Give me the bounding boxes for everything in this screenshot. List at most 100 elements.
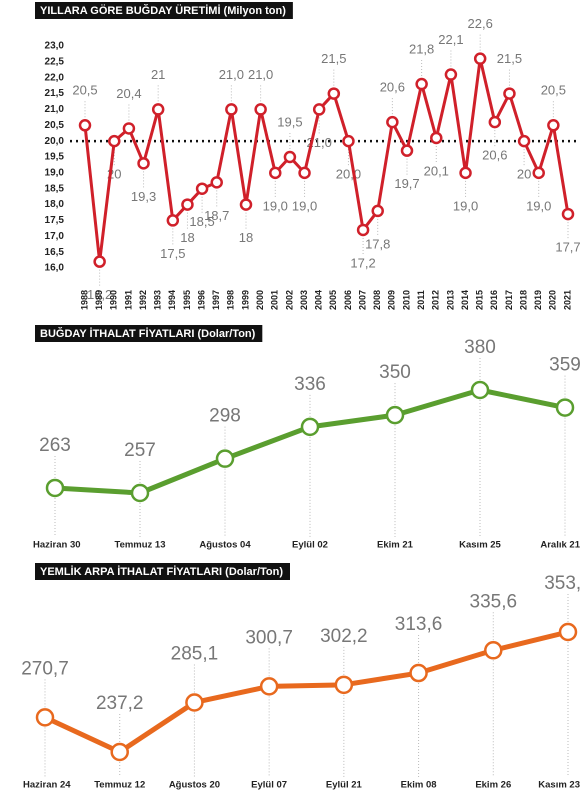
point	[444, 68, 458, 81]
value-label: 21,8	[409, 41, 434, 56]
point	[185, 693, 204, 712]
point	[298, 166, 311, 180]
y-tick-label: 22,0	[45, 72, 65, 83]
x-tick-label: 2002	[284, 290, 294, 310]
value-label: 20,6	[482, 148, 507, 163]
value-label: 19,0	[526, 198, 551, 213]
x-tick-label: 2009	[387, 290, 397, 310]
point	[225, 103, 238, 116]
value-label: 263	[39, 435, 71, 456]
x-tick-label: 2006	[343, 290, 353, 310]
value-label: 300,7	[245, 627, 293, 648]
x-tick-label: Eylül 21	[326, 780, 363, 791]
point	[254, 103, 267, 116]
y-tick-label: 20,5	[45, 120, 65, 131]
value-label: 17,8	[365, 236, 390, 251]
x-tick-label: 2017	[504, 290, 514, 310]
value-label: 20	[517, 167, 531, 182]
y-tick-label: 16,5	[45, 247, 65, 258]
value-label: 359	[549, 355, 581, 376]
point	[259, 677, 279, 696]
value-label: 18	[239, 230, 253, 245]
x-tick-label: 2018	[518, 290, 528, 310]
point	[555, 398, 575, 417]
y-tick-label: 18,0	[45, 199, 65, 210]
point	[327, 87, 341, 100]
value-label: 237,2	[96, 693, 144, 714]
title-bar	[35, 563, 290, 580]
y-tick-label: 17,5	[45, 215, 65, 226]
x-tick-label: 1992	[138, 290, 148, 310]
x-tick-label: 1990	[109, 290, 119, 310]
point	[430, 131, 443, 145]
point	[547, 119, 560, 132]
point	[110, 742, 129, 762]
y-tick-label: 18,5	[45, 183, 65, 194]
point	[195, 182, 209, 195]
x-tick-label: 2001	[270, 290, 280, 310]
value-label: 20,5	[541, 83, 566, 98]
x-tick-label: 2013	[445, 290, 455, 310]
point	[385, 405, 405, 425]
x-tick-label: 1999	[240, 290, 250, 310]
point	[473, 52, 487, 65]
point	[108, 134, 121, 148]
value-label: 21	[151, 67, 165, 82]
value-label: 380	[464, 337, 496, 358]
point	[517, 134, 531, 148]
point	[342, 134, 355, 148]
x-tick-label: 1989	[94, 290, 104, 310]
value-label: 20,0	[336, 167, 361, 182]
value-label: 18	[180, 230, 194, 245]
value-label: 20,4	[116, 86, 141, 101]
x-tick-label: 2011	[416, 290, 426, 310]
point	[151, 103, 165, 116]
x-tick-label: 2019	[533, 290, 543, 310]
value-label: 22,6	[468, 16, 493, 31]
point	[166, 214, 180, 227]
value-label: 21,5	[497, 51, 522, 66]
y-tick-label: 20,0	[45, 136, 65, 147]
y-tick-label: 17,0	[45, 231, 65, 242]
x-tick-label: 2012	[431, 290, 441, 310]
x-tick-label: 2005	[328, 290, 338, 310]
value-label: 21,5	[321, 51, 346, 66]
x-tick-label: 1995	[182, 290, 192, 310]
value-label: 313,6	[395, 614, 443, 635]
x-tick-label: 1997	[211, 290, 221, 310]
point	[400, 144, 414, 157]
value-label: 19,0	[263, 198, 288, 213]
value-label: 335,6	[470, 591, 518, 612]
chart-title: BUĞDAY İTHALAT FİYATLARI (Dolar/Ton)	[40, 327, 256, 340]
x-tick-label: Kasım 23	[538, 780, 580, 791]
x-tick-label: 1994	[167, 290, 177, 310]
x-tick-label: 2010	[401, 290, 411, 310]
point	[130, 483, 150, 503]
value-label: 20,6	[380, 80, 405, 95]
point	[415, 77, 428, 91]
y-tick-label: 22,5	[45, 56, 65, 67]
point	[561, 207, 575, 221]
x-tick-label: 2000	[255, 290, 265, 310]
value-label: 336	[294, 374, 326, 395]
value-label: 257	[124, 440, 156, 461]
point	[181, 198, 194, 211]
value-label: 17,5	[160, 246, 185, 261]
value-label: 350	[379, 362, 411, 383]
value-label: 19,0	[453, 198, 478, 213]
point	[239, 198, 253, 211]
line	[83, 57, 570, 264]
value-label: 22,1	[438, 32, 463, 47]
value-label: 270,7	[21, 658, 69, 679]
y-tick-label: 23,0	[45, 41, 65, 52]
x-tick-label: 1996	[196, 290, 206, 310]
x-tick-label: Ağustos 04	[199, 540, 251, 551]
y-tick-label: 19,5	[45, 152, 65, 163]
x-tick-label: Eylül 02	[292, 540, 328, 551]
x-tick-label: Haziran 24	[23, 780, 71, 791]
y-tick-label: 21,5	[45, 88, 65, 99]
value-label: 19,0	[292, 198, 317, 213]
x-tick-label: 2016	[489, 290, 499, 310]
value-label: 17,2	[350, 255, 375, 270]
value-label: 21,0	[219, 67, 244, 82]
